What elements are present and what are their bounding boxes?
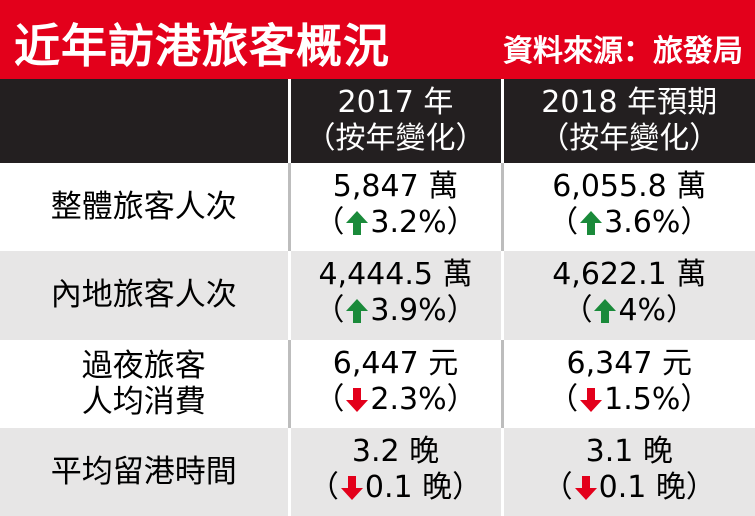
down-arrow-icon bbox=[340, 474, 364, 510]
header-year-label: 2018 年預期 bbox=[541, 85, 718, 120]
value-text: 3.2 晚 bbox=[351, 433, 440, 469]
header-year-label: 2017 年 bbox=[337, 85, 454, 120]
change-line: （0.1 晚） bbox=[291, 470, 501, 510]
change-text: 3.6% bbox=[604, 205, 681, 241]
visitor-stats-table: 2017 年 （按年變化） 2018 年預期 （按年變化） 整體旅客人次 5,8… bbox=[0, 79, 755, 516]
row-label: 內地旅客人次 bbox=[50, 277, 237, 314]
change-line: （3.2%） bbox=[291, 205, 501, 245]
change-text: 3.2% bbox=[370, 205, 447, 241]
row-label-cell: 內地旅客人次 bbox=[0, 251, 289, 340]
row-label: 平均留港時間 bbox=[50, 453, 237, 490]
table-header-row: 2017 年 （按年變化） 2018 年預期 （按年變化） bbox=[0, 79, 755, 163]
header-change-label: （按年變化） bbox=[539, 121, 720, 156]
change-line: （3.6%） bbox=[504, 205, 755, 245]
value-cell-2018: 3.1 晚 （0.1 晚） bbox=[500, 427, 755, 516]
page-title: 近年訪港旅客概況 bbox=[14, 19, 390, 73]
row-label: 人均消費 bbox=[81, 383, 206, 420]
down-arrow-icon bbox=[574, 474, 598, 510]
table-row: 平均留港時間 3.2 晚 （0.1 晚） 3.1 晚 （0.1 晚） bbox=[0, 427, 755, 516]
value-cell-2017: 6,447 元 （2.3%） bbox=[287, 339, 502, 428]
table-row: 整體旅客人次 5,847 萬 （3.2%） 6,055.8 萬 （3.6%） bbox=[0, 163, 755, 252]
table-row: 內地旅客人次 4,444.5 萬 （3.9%） 4,622.1 萬 （4%） bbox=[0, 251, 755, 340]
up-arrow-icon bbox=[345, 209, 369, 245]
change-line: （0.1 晚） bbox=[504, 470, 755, 510]
change-text: 0.1 晚 bbox=[598, 469, 686, 505]
up-arrow-icon bbox=[593, 297, 617, 333]
title-bar: 近年訪港旅客概況 資料來源：旅發局 bbox=[0, 0, 755, 79]
source-note: 資料來源：旅發局 bbox=[503, 34, 743, 69]
change-line: （4%） bbox=[504, 293, 755, 333]
change-text: 4% bbox=[618, 293, 667, 329]
header-change-label: （按年變化） bbox=[305, 121, 486, 156]
up-arrow-icon bbox=[345, 297, 369, 333]
value-text: 3.1 晚 bbox=[585, 433, 673, 469]
value-text: 4,622.1 萬 bbox=[552, 257, 707, 293]
row-label-cell: 平均留港時間 bbox=[0, 427, 289, 516]
value-cell-2017: 5,847 萬 （3.2%） bbox=[287, 163, 502, 252]
table-row: 過夜旅客 人均消費 6,447 元 （2.3%） 6,347 元 （1.5%） bbox=[0, 339, 755, 428]
row-label: 整體旅客人次 bbox=[50, 189, 237, 226]
value-text: 5,847 萬 bbox=[332, 169, 459, 205]
row-label: 過夜旅客 bbox=[81, 347, 206, 384]
value-cell-2018: 6,347 元 （1.5%） bbox=[500, 339, 755, 428]
change-text: 1.5% bbox=[604, 381, 681, 417]
header-cell-2018: 2018 年預期 （按年變化） bbox=[500, 79, 755, 163]
value-cell-2017: 3.2 晚 （0.1 晚） bbox=[287, 427, 502, 516]
value-text: 6,447 元 bbox=[332, 345, 459, 381]
value-cell-2017: 4,444.5 萬 （3.9%） bbox=[287, 251, 502, 340]
change-text: 0.1 晚 bbox=[364, 469, 453, 505]
value-cell-2018: 6,055.8 萬 （3.6%） bbox=[500, 163, 755, 252]
header-cell-empty bbox=[0, 79, 289, 163]
up-arrow-icon bbox=[579, 209, 603, 245]
value-text: 6,347 元 bbox=[566, 345, 692, 381]
down-arrow-icon bbox=[345, 386, 369, 422]
value-text: 6,055.8 萬 bbox=[552, 169, 707, 205]
header-cell-2017: 2017 年 （按年變化） bbox=[287, 79, 502, 163]
change-line: （3.9%） bbox=[291, 293, 501, 333]
row-label-cell: 過夜旅客 人均消費 bbox=[0, 340, 289, 428]
down-arrow-icon bbox=[579, 386, 603, 422]
row-label-cell: 整體旅客人次 bbox=[0, 163, 289, 251]
value-text: 4,444.5 萬 bbox=[318, 257, 473, 293]
change-text: 2.3% bbox=[370, 381, 447, 417]
value-cell-2018: 4,622.1 萬 （4%） bbox=[500, 251, 755, 340]
change-text: 3.9% bbox=[370, 293, 447, 329]
change-line: （1.5%） bbox=[504, 382, 755, 422]
change-line: （2.3%） bbox=[291, 382, 501, 422]
